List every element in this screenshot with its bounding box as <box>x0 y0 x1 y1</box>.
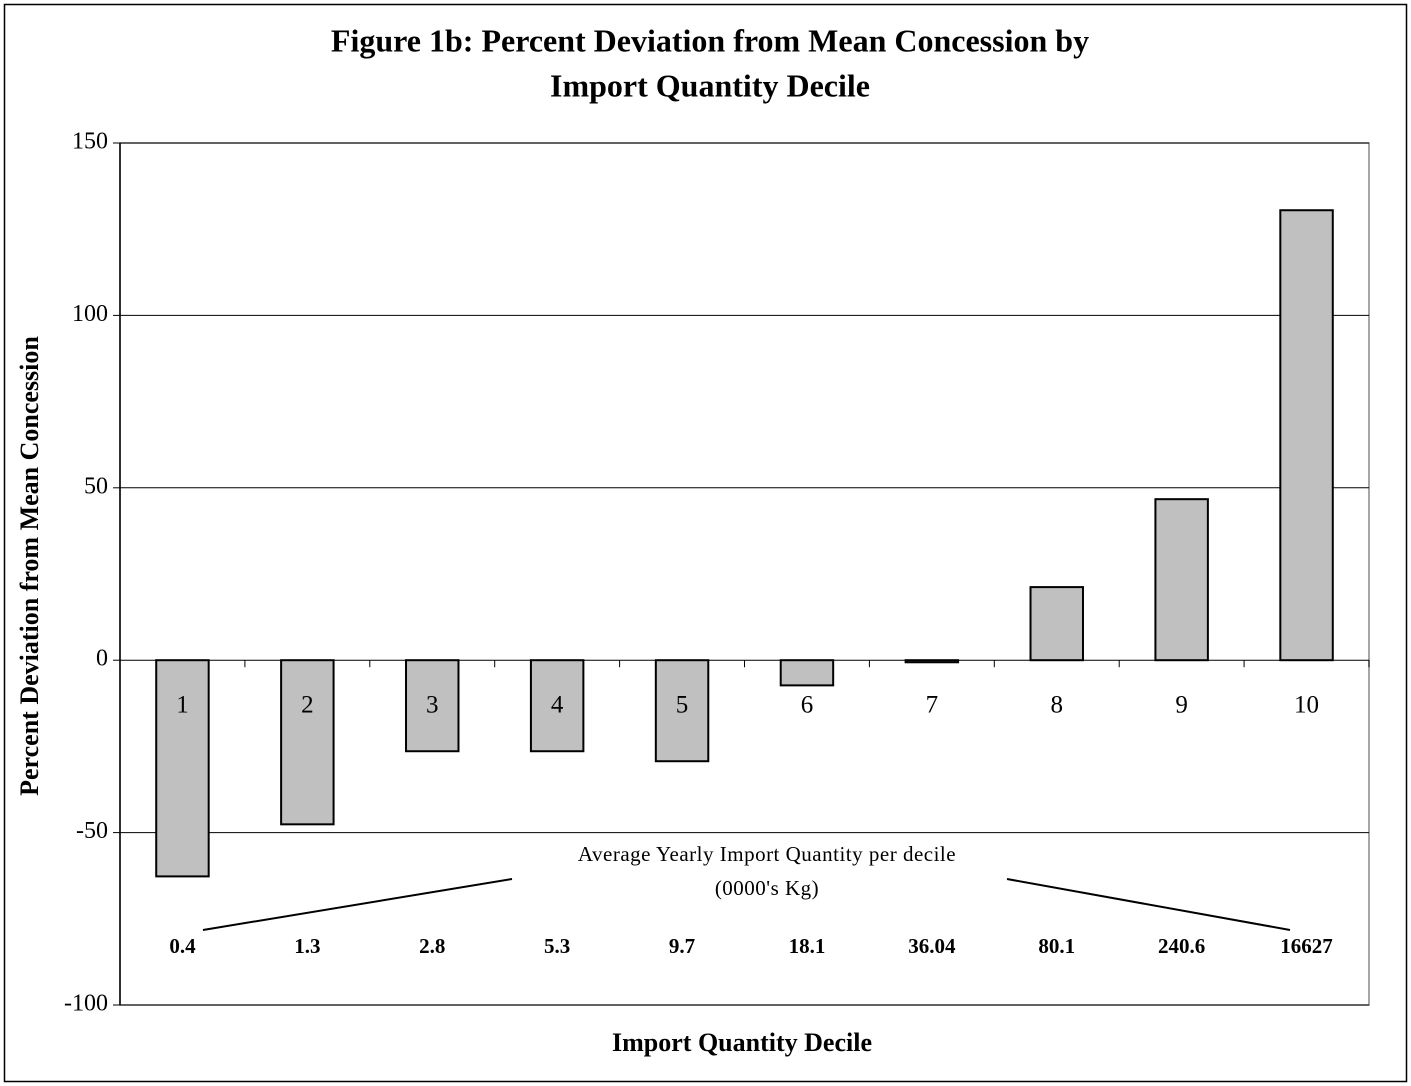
bar <box>155 659 210 878</box>
annotation-line <box>1006 878 1291 931</box>
quantity-label: 1.3 <box>294 934 320 958</box>
bar <box>779 659 835 687</box>
bar <box>1279 209 1334 662</box>
x-axis-label: Import Quantity Decile <box>612 1028 872 1057</box>
bar <box>654 659 710 763</box>
x-tick-label: 2 <box>301 692 314 719</box>
quantity-label: 2.8 <box>419 934 445 958</box>
bar <box>405 659 460 753</box>
bar <box>280 659 335 826</box>
y-tick-label: -100 <box>64 991 108 1017</box>
x-tick-label: 9 <box>1175 692 1188 719</box>
x-tick-label: 3 <box>426 692 439 719</box>
y-tick-label: 150 <box>72 129 108 155</box>
quantity-label: 0.4 <box>169 934 196 958</box>
annotation: (0000's Kg) <box>715 876 819 900</box>
bar <box>904 659 960 664</box>
quantity-label: 36.04 <box>908 934 956 958</box>
x-tick-label: 10 <box>1294 692 1319 719</box>
quantity-label: 18.1 <box>789 934 826 958</box>
y-axis-label: Percent Deviation from Mean Concession <box>15 336 44 796</box>
quantity-label: 9.7 <box>669 934 695 958</box>
y-tick-label: 100 <box>72 301 108 327</box>
quantity-label: 240.6 <box>1158 934 1205 958</box>
bar <box>1154 498 1209 662</box>
annotation: Average Yearly Import Quantity per decil… <box>578 842 956 866</box>
chart-title: Figure 1b: Percent Deviation from Mean C… <box>331 22 1089 58</box>
y-tick-label: 50 <box>84 473 108 499</box>
x-tick-label: 1 <box>176 692 189 719</box>
x-tick-label: 7 <box>926 692 939 719</box>
quantity-label: 5.3 <box>544 934 570 958</box>
bar <box>529 659 585 753</box>
x-tick-label: 4 <box>551 692 564 719</box>
y-tick-label: -50 <box>76 818 108 844</box>
quantity-label: 16627 <box>1280 934 1333 958</box>
x-tick-label: 5 <box>676 692 689 719</box>
x-tick-label: 6 <box>801 692 814 719</box>
annotation-line <box>202 878 513 931</box>
y-tick-label: 0 <box>96 646 108 672</box>
x-tick-label: 8 <box>1051 692 1064 719</box>
quantity-label: 80.1 <box>1038 934 1075 958</box>
chart-title: Import Quantity Decile <box>550 67 870 103</box>
bar <box>1029 586 1084 662</box>
